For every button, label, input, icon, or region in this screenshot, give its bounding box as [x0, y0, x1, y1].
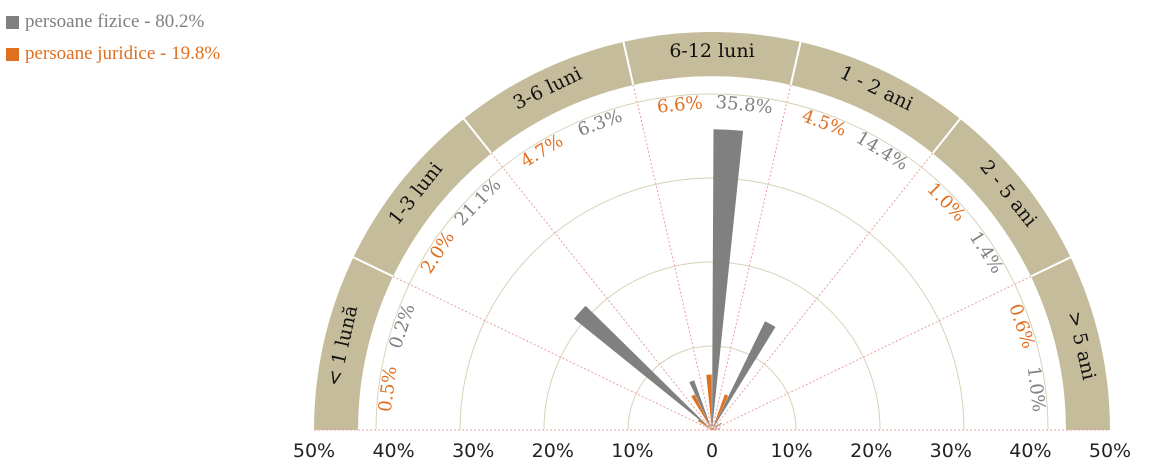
axis-tick-label: 30%	[930, 440, 972, 462]
bar-persoane-juridice	[691, 394, 712, 430]
value-label-persoane-fizice: 14.4%	[852, 127, 912, 175]
bar-persoane-fizice	[689, 380, 712, 430]
ring-separator-6	[1030, 256, 1072, 278]
bar-persoane-fizice	[710, 429, 712, 430]
spoke-3	[632, 84, 713, 431]
axis-tick-label: 50%	[1089, 440, 1131, 462]
bar-persoane-juridice	[707, 429, 712, 430]
grid-arc-10	[627, 345, 797, 431]
value-label-persoane-fizice: 1.4%	[965, 228, 1007, 278]
spoke-2	[490, 152, 713, 431]
bar-persoane-juridice	[712, 424, 719, 430]
value-label-persoane-juridice: 2.0%	[417, 228, 459, 278]
axis-tick-label: 40%	[372, 440, 414, 462]
ring-separator-3	[622, 41, 635, 86]
legend-label-persoane-fizice: persoane fizice - 80.2%	[25, 11, 205, 32]
bar-persoane-juridice	[706, 374, 712, 430]
value-label-persoane-juridice: 6.6%	[656, 92, 704, 117]
category-label: 6-12 luni	[669, 40, 754, 62]
value-label-persoane-fizice: 35.8%	[715, 92, 774, 119]
value-label-persoane-fizice: 21.1%	[451, 174, 506, 230]
grid-arc-20	[543, 261, 881, 431]
legend-label-persoane-juridice: persoane juridice - 19.8%	[25, 43, 221, 64]
value-label-persoane-fizice: 6.3%	[575, 106, 625, 141]
grid-arc-40	[375, 93, 1049, 431]
legend-item-persoane-juridice: persoane juridice - 19.8%	[6, 38, 220, 70]
bar-persoane-juridice	[712, 394, 729, 430]
bar-persoane-fizice	[712, 422, 722, 430]
ring-separator-4	[789, 41, 802, 86]
bar-persoane-juridice	[712, 428, 717, 430]
axis-tick-label: 40%	[1009, 440, 1051, 462]
value-label-persoane-fizice: 0.2%	[385, 301, 419, 351]
legend-swatch-persoane-juridice	[6, 47, 19, 61]
legend: persoane fizice - 80.2% persoane juridic…	[6, 6, 220, 70]
value-label-persoane-juridice: 4.7%	[517, 130, 567, 172]
spoke-1	[392, 275, 713, 431]
axis-tick-label: 30%	[452, 440, 494, 462]
ring-separator-2	[463, 118, 493, 154]
value-label-persoane-juridice: 4.5%	[799, 106, 849, 141]
spoke-4	[711, 84, 792, 431]
value-label-persoane-fizice: 1.0%	[1023, 365, 1050, 413]
ring-separator-1	[352, 256, 394, 278]
ring-separator-5	[931, 118, 961, 154]
value-label-persoane-juridice: 0.6%	[1004, 301, 1038, 351]
axis-tick-label: 20%	[850, 440, 892, 462]
bar-persoane-fizice	[712, 428, 721, 430]
axis-tick-label: 50%	[293, 440, 335, 462]
value-label-persoane-juridice: 0.5%	[375, 365, 402, 413]
axis-tick-label: 10%	[770, 440, 812, 462]
axis-tick-label: 0	[706, 440, 718, 462]
value-label-persoane-juridice: 1.0%	[922, 179, 969, 226]
axis-tick-label: 10%	[611, 440, 653, 462]
bar-persoane-fizice	[712, 321, 776, 430]
axis-tick-label: 20%	[532, 440, 574, 462]
bar-persoane-juridice	[697, 419, 712, 430]
grid-arc-30	[459, 177, 965, 431]
legend-item-persoane-fizice: persoane fizice - 80.2%	[6, 6, 220, 38]
spoke-6	[711, 275, 1032, 431]
bar-persoane-fizice	[712, 129, 744, 430]
legend-swatch-persoane-fizice	[6, 15, 19, 29]
bar-persoane-fizice	[573, 305, 712, 430]
spoke-5	[711, 152, 934, 431]
category-ring	[314, 32, 1110, 430]
